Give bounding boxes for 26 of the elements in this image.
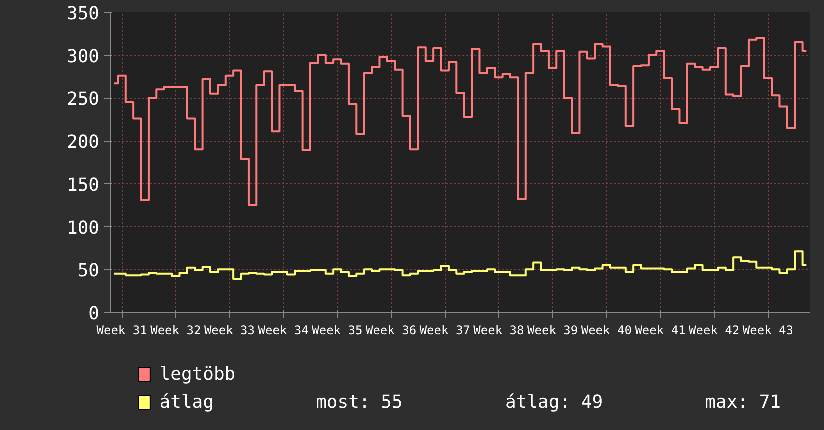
text: max: 71 [705, 392, 782, 413]
x-tick-label: Week 33 [204, 324, 256, 338]
y-tick-label: 250 [66, 89, 100, 110]
x-tick-label: Week 43 [742, 324, 794, 338]
x-tick-label: Week 35 [312, 324, 363, 338]
x-tick-label: Week 41 [635, 324, 686, 338]
x-tick-label: Week 37 [420, 324, 470, 338]
x-tick-label: Week 40 [581, 324, 632, 338]
y-tick-label: 100 [66, 218, 100, 239]
y-tick-label: 50 [78, 260, 100, 282]
text: most: 55 [316, 392, 403, 413]
y-tick-label: 150 [66, 174, 100, 196]
legend-label: legtöbb [160, 364, 236, 385]
legend-label: átlag [160, 392, 214, 413]
x-tick-label: Week 42 [689, 324, 740, 338]
y-tick-label: 0 [88, 304, 100, 324]
y-tick-label: 350 [66, 4, 100, 24]
x-tick-label: Week 31 [96, 324, 148, 338]
x-tick-label: Week 38 [474, 324, 524, 338]
y-tick-label: 200 [66, 132, 100, 154]
text: átlag: 49 [506, 392, 604, 413]
x-tick-label: Week 36 [366, 324, 417, 338]
x-tick-label: Week 34 [258, 324, 309, 338]
y-tick-label: 300 [66, 46, 100, 68]
x-tick-label: Week 39 [528, 324, 578, 338]
x-tick-label: Week 32 [150, 324, 202, 338]
